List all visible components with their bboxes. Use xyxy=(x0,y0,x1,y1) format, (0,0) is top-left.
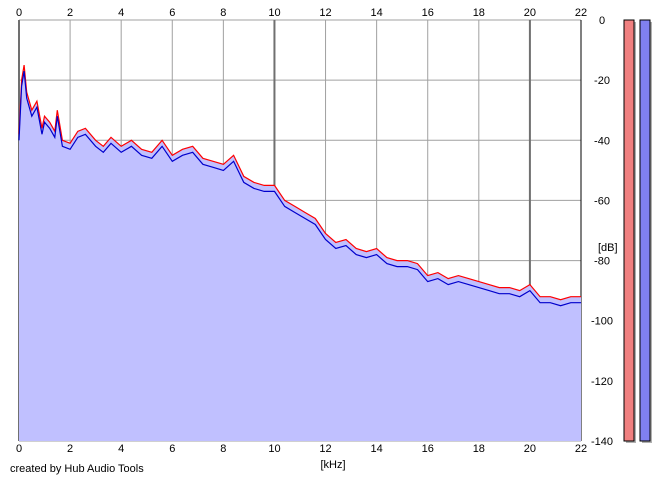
level-meter-left xyxy=(623,19,635,442)
x-tick-label-bottom: 16 xyxy=(422,443,434,455)
x-tick-label-bottom: 0 xyxy=(16,443,22,455)
x-tick-label-top: 20 xyxy=(524,7,536,19)
x-tick-label-top: 22 xyxy=(575,7,587,19)
y-tick-label: -120 xyxy=(591,376,613,388)
series-layer xyxy=(18,65,581,307)
x-tick-label-top: 16 xyxy=(422,7,434,19)
series-line-left-channel xyxy=(18,65,581,301)
x-tick-label-top: 18 xyxy=(473,7,485,19)
x-tick-label-bottom: 20 xyxy=(524,443,536,455)
x-tick-label-top: 8 xyxy=(220,7,226,19)
x-tick-label-bottom: 8 xyxy=(220,443,226,455)
y-tick-label: -140 xyxy=(591,436,613,448)
x-tick-label-bottom: 10 xyxy=(268,443,280,455)
x-tick-label-top: 14 xyxy=(371,7,383,19)
y-axis-label: [dB] xyxy=(598,242,618,254)
y-tick-label: -20 xyxy=(594,75,610,87)
x-tick-label-bottom: 18 xyxy=(473,443,485,455)
y-tick-label: -80 xyxy=(594,256,610,268)
x-tick-label-top: 4 xyxy=(118,7,124,19)
x-tick-label-bottom: 22 xyxy=(575,443,587,455)
x-tick-label-bottom: 12 xyxy=(319,443,331,455)
credit-text: created by Hub Audio Tools xyxy=(10,463,144,475)
level-meter-right xyxy=(639,19,651,442)
x-tick-label-top: 12 xyxy=(319,7,331,19)
x-tick-label-top: 2 xyxy=(67,7,73,19)
spectrum-area xyxy=(19,65,581,441)
level-meter-layer xyxy=(623,19,652,443)
x-tick-label-bottom: 2 xyxy=(67,443,73,455)
y-tick-label: -100 xyxy=(591,316,613,328)
x-tick-label-bottom: 14 xyxy=(371,443,383,455)
x-tick-label-top: 6 xyxy=(169,7,175,19)
y-tick-label: 0 xyxy=(599,15,605,27)
tick-label-layer: 002244668810101212141416161818202022220-… xyxy=(16,7,613,455)
x-tick-label-bottom: 6 xyxy=(169,443,175,455)
y-tick-label: -60 xyxy=(594,195,610,207)
x-axis-label: [kHz] xyxy=(320,459,345,471)
x-tick-label-bottom: 4 xyxy=(118,443,124,455)
spectrum-fill-layer xyxy=(19,65,581,441)
x-tick-label-top: 0 xyxy=(16,7,22,19)
x-tick-label-top: 10 xyxy=(268,7,280,19)
y-tick-label: -40 xyxy=(594,135,610,147)
series-line-right-channel xyxy=(18,71,581,307)
